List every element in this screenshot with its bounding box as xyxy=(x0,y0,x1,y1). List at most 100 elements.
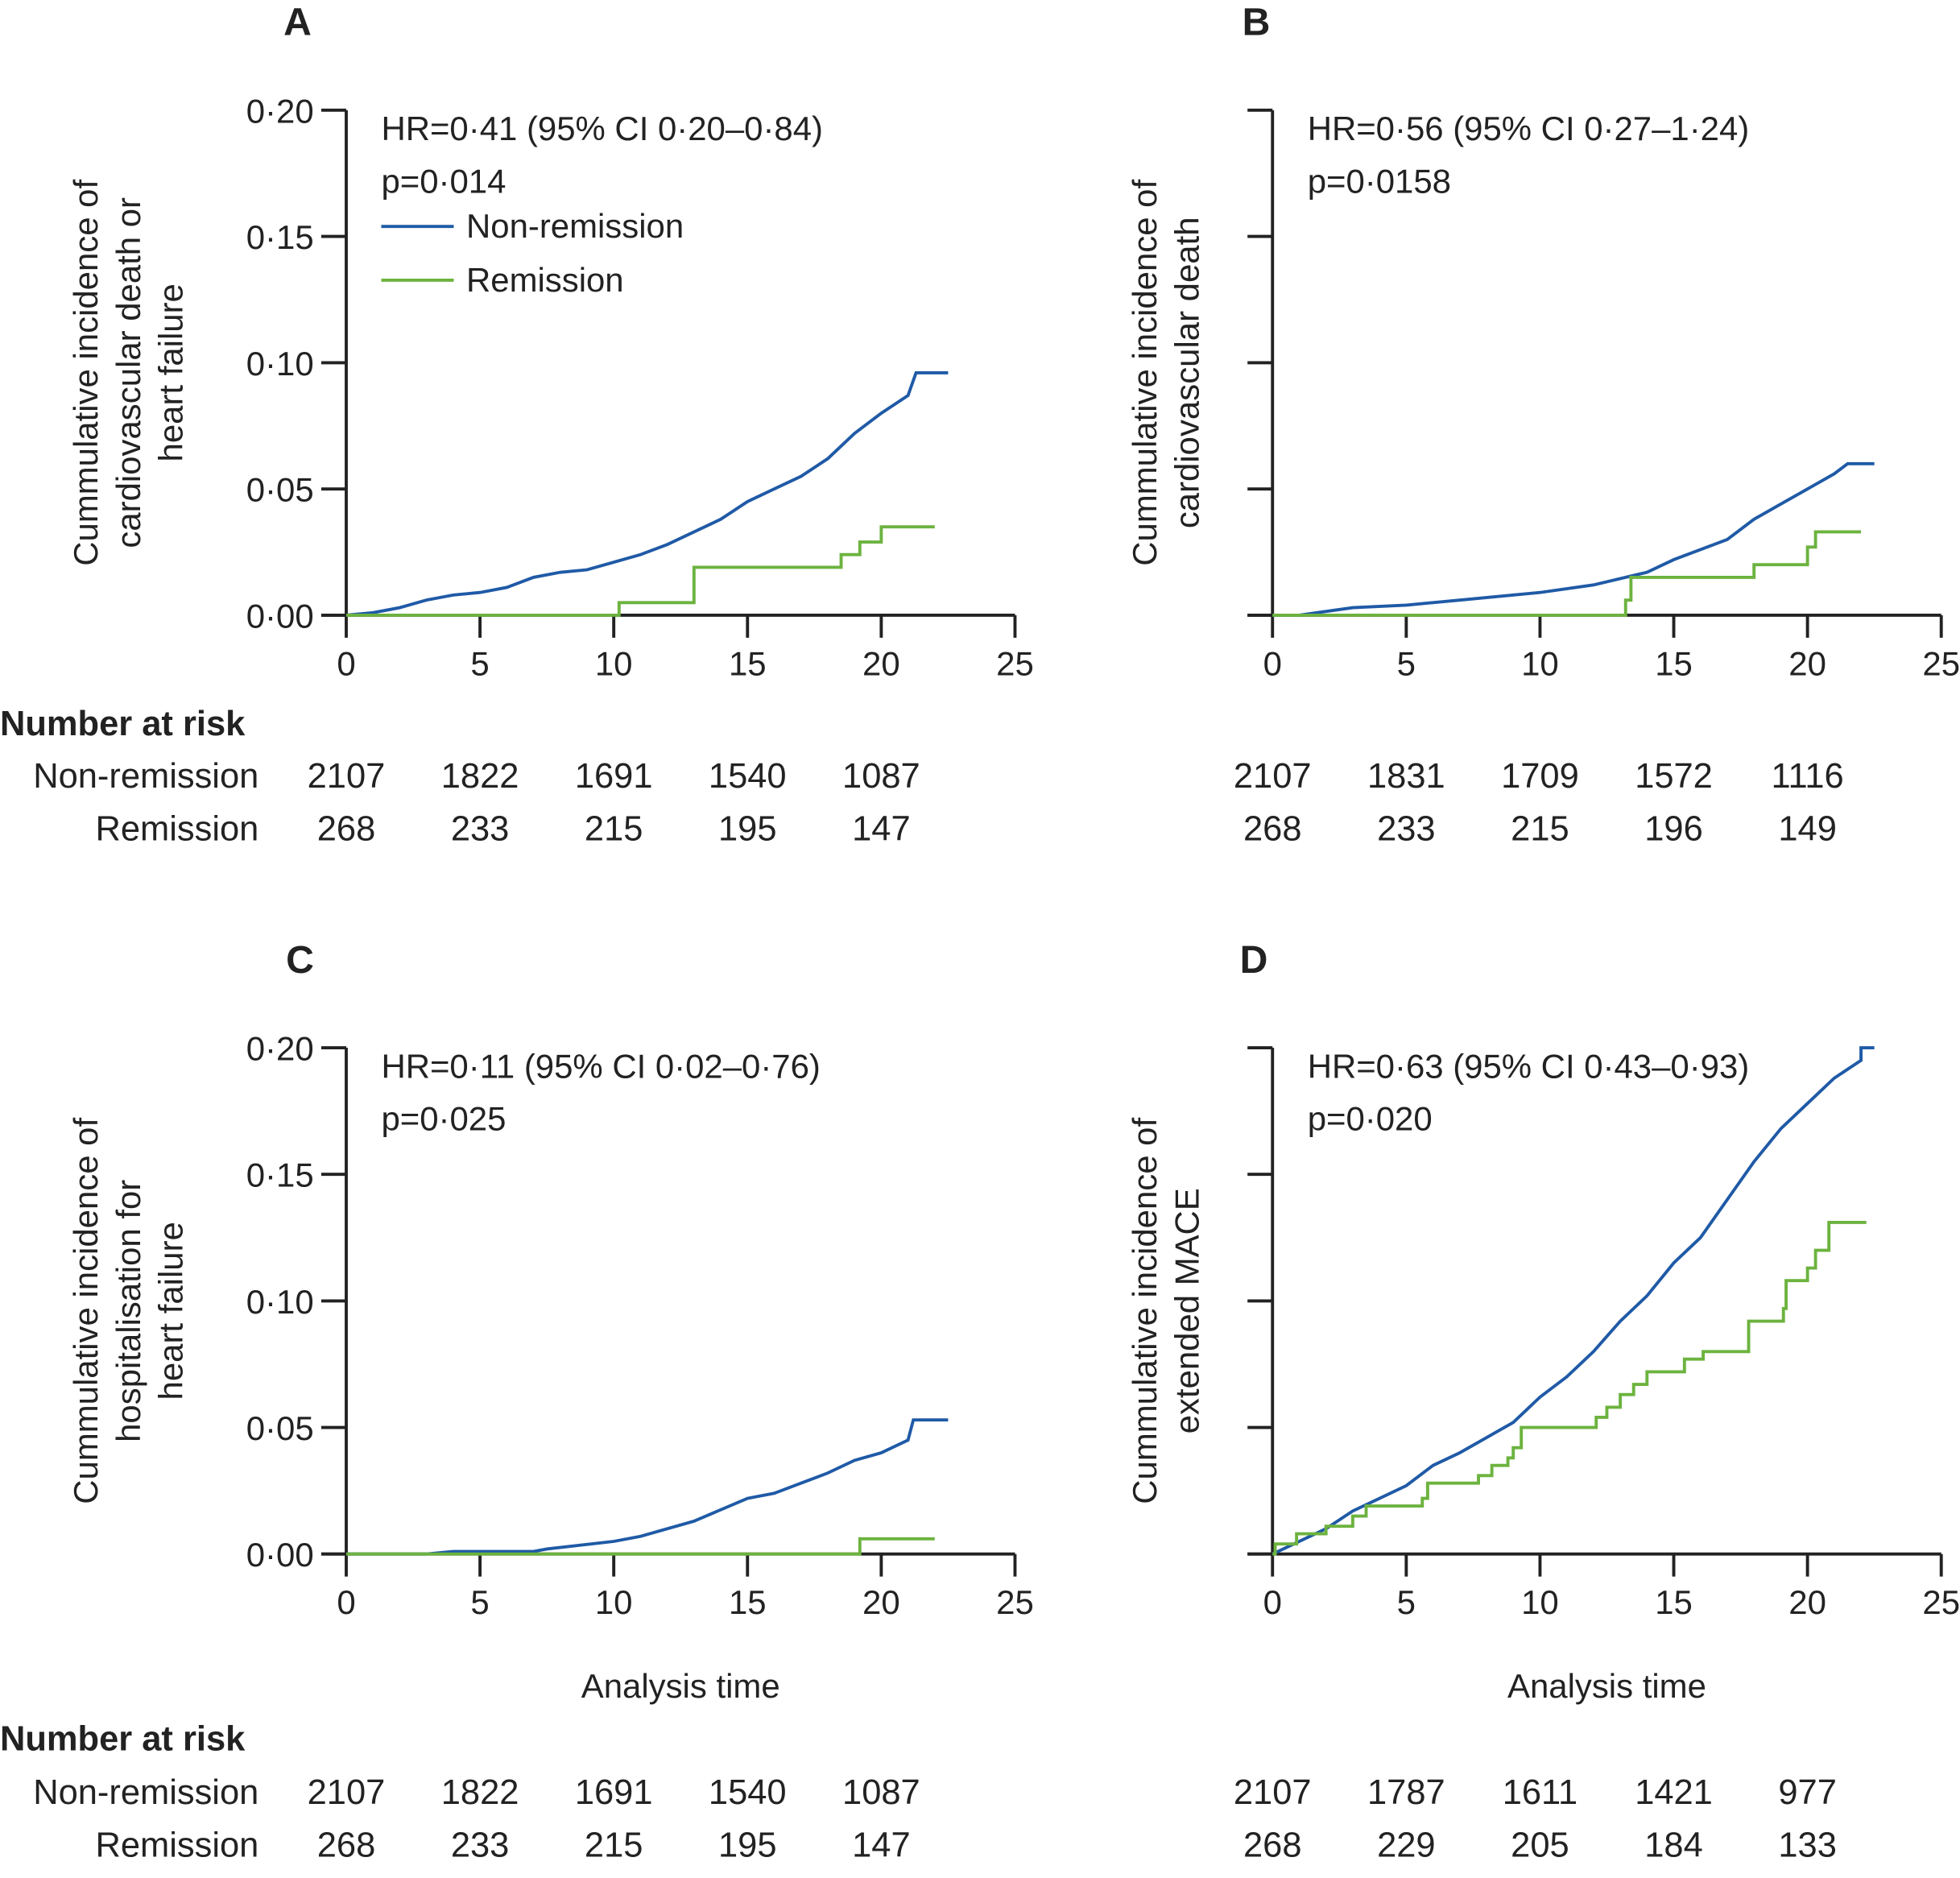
x-axis-label: Analysis time xyxy=(581,1667,780,1705)
y-tick-label: 0·10 xyxy=(246,345,314,383)
y-tick-label: 0·20 xyxy=(246,92,314,130)
y-axis-label-line: extended MACE xyxy=(1168,1188,1206,1433)
p-value: p=0·025 xyxy=(381,1100,506,1138)
y-axis-label: Cummulative incidence of extended MACE xyxy=(1126,1118,1206,1504)
x-tick-label: 15 xyxy=(729,644,767,682)
y-axis-label-line: hospitalisation for xyxy=(110,1180,147,1442)
risk-count: 1116 xyxy=(1772,757,1844,796)
risk-count: 149 xyxy=(1778,809,1837,848)
y-axis-label: Cummulative incidence of cardiovascular d… xyxy=(67,180,190,566)
risk-count: 268 xyxy=(1243,809,1302,848)
risk-count: 268 xyxy=(1243,1826,1302,1864)
risk-count: 1831 xyxy=(1367,757,1445,796)
y-axis-label-line: Cummulative incidence of xyxy=(1126,1118,1164,1504)
risk-count: 2107 xyxy=(1234,1773,1312,1812)
x-tick-label: 20 xyxy=(1788,644,1826,682)
hazard-ratio: HR=0·56 (95% CI 0·27–1·24) xyxy=(1308,110,1750,147)
y-tick-label: 0·05 xyxy=(246,1409,314,1447)
p-value: p=0·0158 xyxy=(1308,162,1451,200)
panel-label: A xyxy=(283,1,312,44)
x-tick-label: 10 xyxy=(1521,644,1559,682)
x-tick-label: 5 xyxy=(470,1583,489,1621)
panel-d: D 0 5 10 15 20 25 Cummulative incidence of exten… xyxy=(1126,938,1960,1864)
x-tick-label: 5 xyxy=(1397,644,1416,682)
risk-count: 2107 xyxy=(308,1773,386,1812)
risk-count: 147 xyxy=(852,809,911,848)
risk-count: 2107 xyxy=(308,757,386,796)
risk-count: 1822 xyxy=(441,757,519,796)
x-tick-label: 0 xyxy=(337,1583,355,1621)
risk-count: 1691 xyxy=(575,1773,653,1812)
y-axis-label-line: Cummulative incidence of xyxy=(67,1118,105,1504)
p-value: p=0·014 xyxy=(381,162,506,200)
x-axis-label: Analysis time xyxy=(1507,1667,1706,1705)
y-axis-label: Cummulative incidence of hospitalisation … xyxy=(67,1118,190,1504)
risk-count: 233 xyxy=(451,1826,510,1864)
x-tick-label: 15 xyxy=(1655,644,1693,682)
series-non-remission xyxy=(1272,1046,1875,1556)
series-remission xyxy=(1272,530,1862,617)
risk-table-header: Number at risk xyxy=(0,705,246,743)
panel-label: D xyxy=(1240,938,1268,982)
panel-a: A 0 5 10 15 20 25 0·00 0·05 0·10 0·15 0·20 Cummulati… xyxy=(0,1,1034,849)
risk-count: 195 xyxy=(718,1826,777,1864)
series-remission xyxy=(345,1537,935,1556)
risk-count: 1822 xyxy=(441,1773,519,1812)
risk-count: 215 xyxy=(585,1826,643,1864)
panel-label: B xyxy=(1243,1,1271,44)
x-tick-label: 25 xyxy=(1922,644,1960,682)
x-tick-label: 0 xyxy=(1263,644,1282,682)
legend-entry: Remission xyxy=(466,261,624,299)
y-axis-label-line: heart failure xyxy=(152,283,190,461)
x-tick-label: 25 xyxy=(1922,1583,1960,1621)
hazard-ratio: HR=0·63 (95% CI 0·43–0·93) xyxy=(1308,1047,1750,1085)
y-axis-label-line: Cummulative incidence of xyxy=(67,180,105,566)
y-tick-label: 0·05 xyxy=(246,471,314,509)
risk-count: 233 xyxy=(451,809,510,848)
risk-row-label: Remission xyxy=(95,1826,258,1864)
risk-table-header: Number at risk xyxy=(0,1719,246,1758)
hazard-ratio: HR=0·41 (95% CI 0·20–0·84) xyxy=(381,110,823,147)
risk-count: 215 xyxy=(585,809,643,848)
y-tick-label: 0·15 xyxy=(246,1156,314,1194)
legend-entry: Non-remission xyxy=(466,207,684,245)
x-tick-label: 10 xyxy=(595,1583,633,1621)
y-axis-label-line: heart failure xyxy=(152,1222,190,1400)
risk-count: 1540 xyxy=(709,1773,787,1812)
risk-count: 1087 xyxy=(842,1773,920,1812)
series-non-remission xyxy=(345,1418,949,1556)
x-tick-label: 0 xyxy=(337,644,355,682)
y-tick-label: 0·20 xyxy=(246,1030,314,1068)
y-axis-label-line: Cummulative incidence of xyxy=(1126,180,1164,566)
y-tick-label: 0·15 xyxy=(246,218,314,256)
y-tick-label: 0·00 xyxy=(246,597,314,635)
risk-count: 977 xyxy=(1778,1773,1837,1812)
x-tick-label: 10 xyxy=(595,644,633,682)
y-axis-label: Cummulative incidence of cardiovascular d… xyxy=(1126,180,1206,566)
x-tick-label: 5 xyxy=(470,644,489,682)
risk-row-label: Non-remission xyxy=(33,757,258,796)
risk-count: 1709 xyxy=(1501,757,1579,796)
x-tick-label: 15 xyxy=(729,1583,767,1621)
risk-count: 133 xyxy=(1778,1826,1837,1864)
risk-count: 268 xyxy=(317,1826,376,1864)
risk-count: 215 xyxy=(1511,809,1569,848)
series-non-remission xyxy=(1272,461,1875,617)
y-tick-label: 0·00 xyxy=(246,1536,314,1574)
risk-count: 1572 xyxy=(1635,757,1713,796)
risk-count: 1787 xyxy=(1367,1773,1445,1812)
x-tick-label: 20 xyxy=(1788,1583,1826,1621)
risk-count: 147 xyxy=(852,1826,911,1864)
x-tick-label: 0 xyxy=(1263,1583,1282,1621)
series-remission xyxy=(345,525,935,617)
x-tick-label: 20 xyxy=(862,1583,900,1621)
risk-count: 229 xyxy=(1377,1826,1435,1864)
risk-count: 268 xyxy=(317,809,376,848)
risk-count: 184 xyxy=(1644,1826,1703,1864)
risk-count: 1087 xyxy=(842,757,920,796)
risk-count: 1691 xyxy=(575,757,653,796)
p-value: p=0·020 xyxy=(1308,1100,1433,1138)
risk-count: 1540 xyxy=(709,757,787,796)
x-tick-label: 15 xyxy=(1655,1583,1693,1621)
